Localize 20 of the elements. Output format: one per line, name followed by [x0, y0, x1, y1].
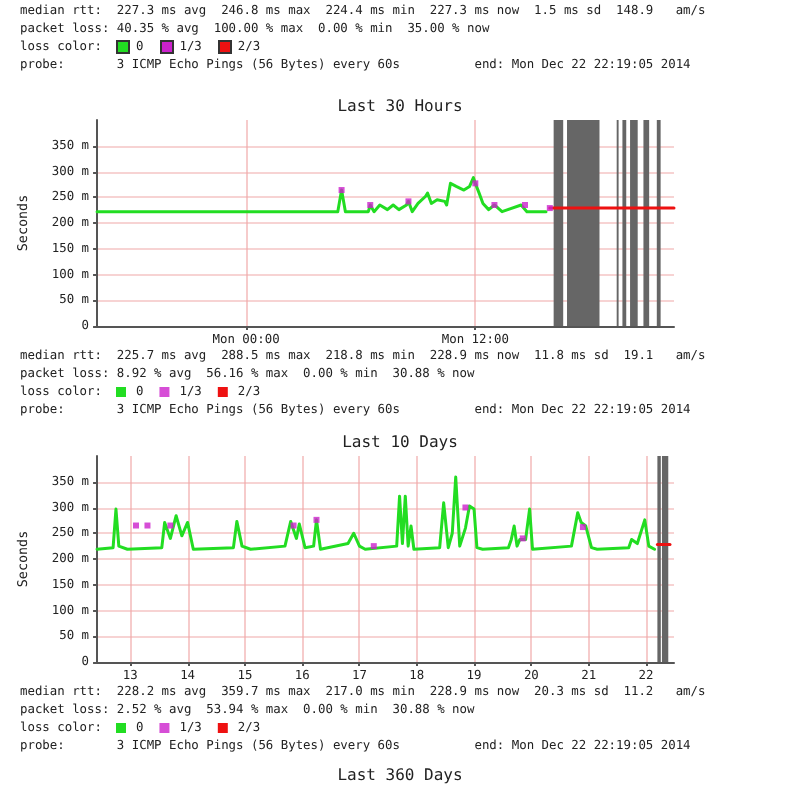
- point: [290, 522, 297, 529]
- point: [472, 180, 479, 187]
- point: [519, 535, 526, 542]
- point: [491, 201, 498, 208]
- point: [405, 198, 412, 205]
- point: [167, 522, 174, 529]
- point: [462, 504, 469, 511]
- point: [133, 522, 140, 529]
- point: [579, 524, 586, 531]
- point: [367, 201, 374, 208]
- point: [521, 201, 528, 208]
- point: [370, 543, 377, 550]
- point: [144, 522, 151, 529]
- chart-title: Last 30 Hours: [337, 97, 463, 115]
- text: Last 360 Days: [335, 766, 465, 784]
- line-series: [95, 475, 657, 551]
- point: [338, 187, 345, 194]
- point: [546, 205, 553, 212]
- point: [313, 516, 320, 523]
- chart-title: Last 10 Days: [342, 433, 459, 451]
